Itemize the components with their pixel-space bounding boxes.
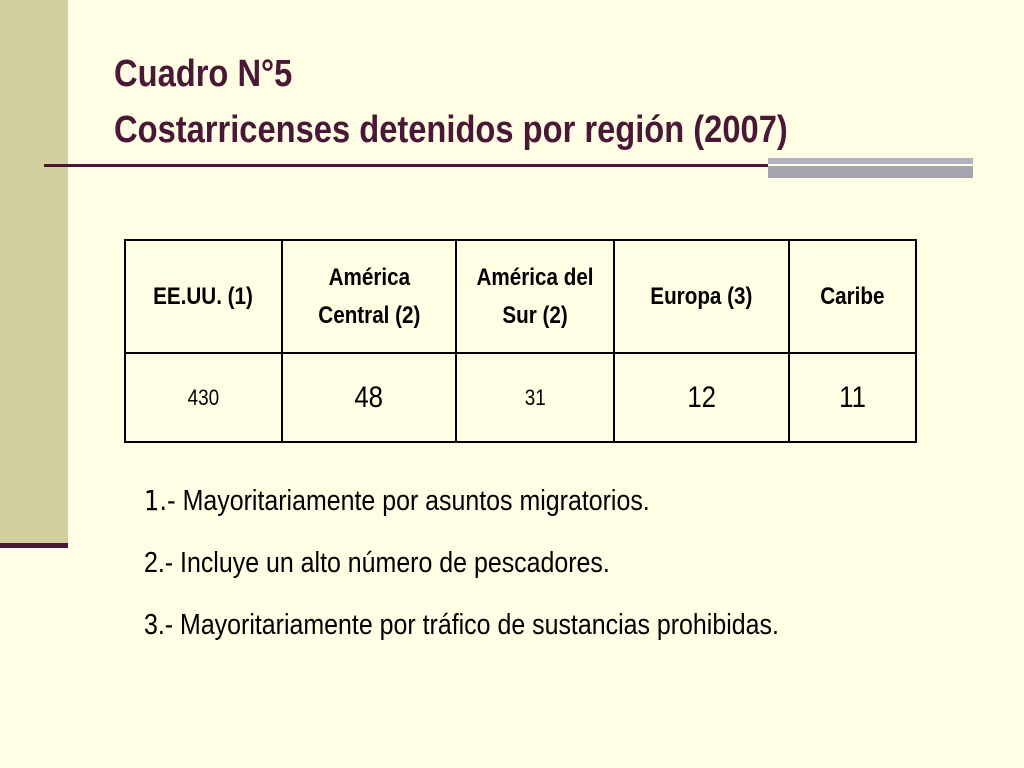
decorative-grey-rule (768, 158, 973, 164)
header-america-del-sur: América del Sur (2) (455, 239, 615, 354)
cell-value: 430 (187, 384, 220, 410)
table-row: 430 48 31 12 11 (124, 352, 917, 443)
header-label-line-1: América (328, 263, 410, 291)
side-accent-underline (0, 543, 68, 548)
cell-europa: 12 (613, 352, 790, 443)
footnotes-list: 1.- Mayoritariamente por asuntos migrato… (144, 472, 882, 658)
header-america-central: América Central (2) (281, 239, 457, 354)
slide-title: Cuadro N°5 Costarricenses detenidos por … (114, 46, 788, 158)
list-item: 3.- Mayoritariamente por tráfico de sust… (144, 596, 779, 658)
cell-value: 31 (524, 384, 546, 410)
header-label-line-2: Central (2) (317, 301, 421, 329)
header-label-line-2: Sur (2) (502, 301, 568, 329)
list-item: 2.- Incluye un alto número de pescadores… (144, 534, 779, 596)
cell-america-central: 48 (281, 352, 457, 443)
footnote-marker: 1.- (144, 484, 176, 517)
side-accent-bar (0, 0, 68, 543)
title-line-2: Costarricenses detenidos por región (200… (114, 109, 788, 151)
decorative-grey-rule-lower (768, 166, 973, 178)
cell-caribe: 11 (788, 352, 917, 443)
detainees-table: EE.UU. (1) América Central (2) América d… (124, 239, 917, 443)
header-label: Caribe (820, 282, 885, 310)
header-ee-uu: EE.UU. (1) (124, 239, 283, 354)
cell-value: 48 (354, 380, 384, 414)
header-europa: Europa (3) (613, 239, 790, 354)
footnote-marker: 3.- (144, 609, 174, 641)
header-label: Europa (3) (650, 282, 753, 310)
cell-ee-uu: 430 (124, 352, 283, 443)
header-caribe: Caribe (788, 239, 917, 354)
title-line-1: Cuadro N°5 (114, 53, 293, 95)
table-header-row: EE.UU. (1) América Central (2) América d… (124, 239, 917, 354)
cell-value: 12 (687, 380, 716, 414)
header-label-line-1: América del (476, 263, 594, 291)
footnote-text: Incluye un alto número de pescadores. (180, 547, 610, 579)
footnote-marker: 2.- (144, 547, 174, 579)
cell-value: 11 (839, 380, 866, 414)
title-divider (44, 164, 768, 167)
list-item: 1.- Mayoritariamente por asuntos migrato… (144, 472, 779, 534)
cell-america-del-sur: 31 (455, 352, 615, 443)
footnote-text: Mayoritariamente por tráfico de sustanci… (180, 609, 779, 641)
footnote-text: Mayoritariamente por asuntos migratorios… (182, 485, 650, 517)
header-label: EE.UU. (1) (153, 282, 254, 310)
